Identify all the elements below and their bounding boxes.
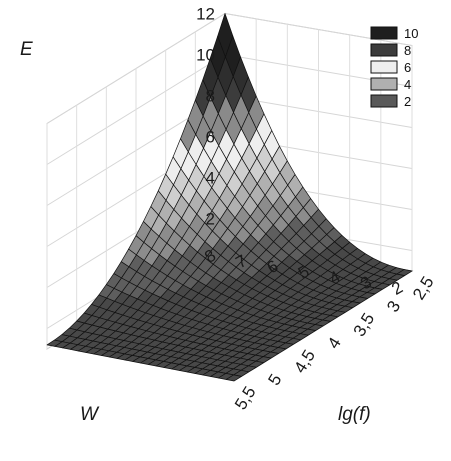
x-tick-label: 3,5	[350, 310, 379, 340]
legend-swatch	[370, 60, 398, 74]
z-tick-label: 4	[206, 169, 215, 188]
x-tick-label: 3	[383, 297, 404, 315]
z-tick-label: 8	[206, 87, 215, 106]
z-tick-label: 10	[196, 46, 215, 65]
legend-swatch	[370, 77, 398, 91]
surface-mesh	[46, 13, 413, 382]
x-tick-label: 2,5	[409, 273, 438, 303]
x-tick-label: 4,5	[290, 346, 319, 376]
surface-cell	[225, 374, 242, 382]
legend-swatch	[370, 26, 398, 40]
legend-label: 6	[404, 60, 411, 75]
legend: 10 8 6 4 2	[370, 26, 418, 109]
legend-swatch	[370, 43, 398, 57]
x-tick-label: 5,5	[231, 383, 260, 413]
legend-label: 4	[404, 77, 411, 92]
z-axis-label: E	[20, 39, 33, 60]
x-tick-label: 4	[324, 334, 345, 352]
legend-label: 10	[404, 26, 418, 41]
x-tick-label: 5	[264, 371, 285, 389]
legend-swatch	[370, 94, 398, 108]
y-axis-label: W	[80, 404, 100, 425]
y-tick-label: 2	[388, 278, 406, 299]
legend-label: 2	[404, 94, 411, 109]
x-axis-label: lg(f)	[338, 404, 371, 425]
legend-label: 8	[404, 43, 411, 58]
z-tick-label: 12	[196, 5, 215, 24]
z-tick-label: 6	[206, 128, 215, 147]
z-tick-label: 2	[206, 210, 215, 229]
